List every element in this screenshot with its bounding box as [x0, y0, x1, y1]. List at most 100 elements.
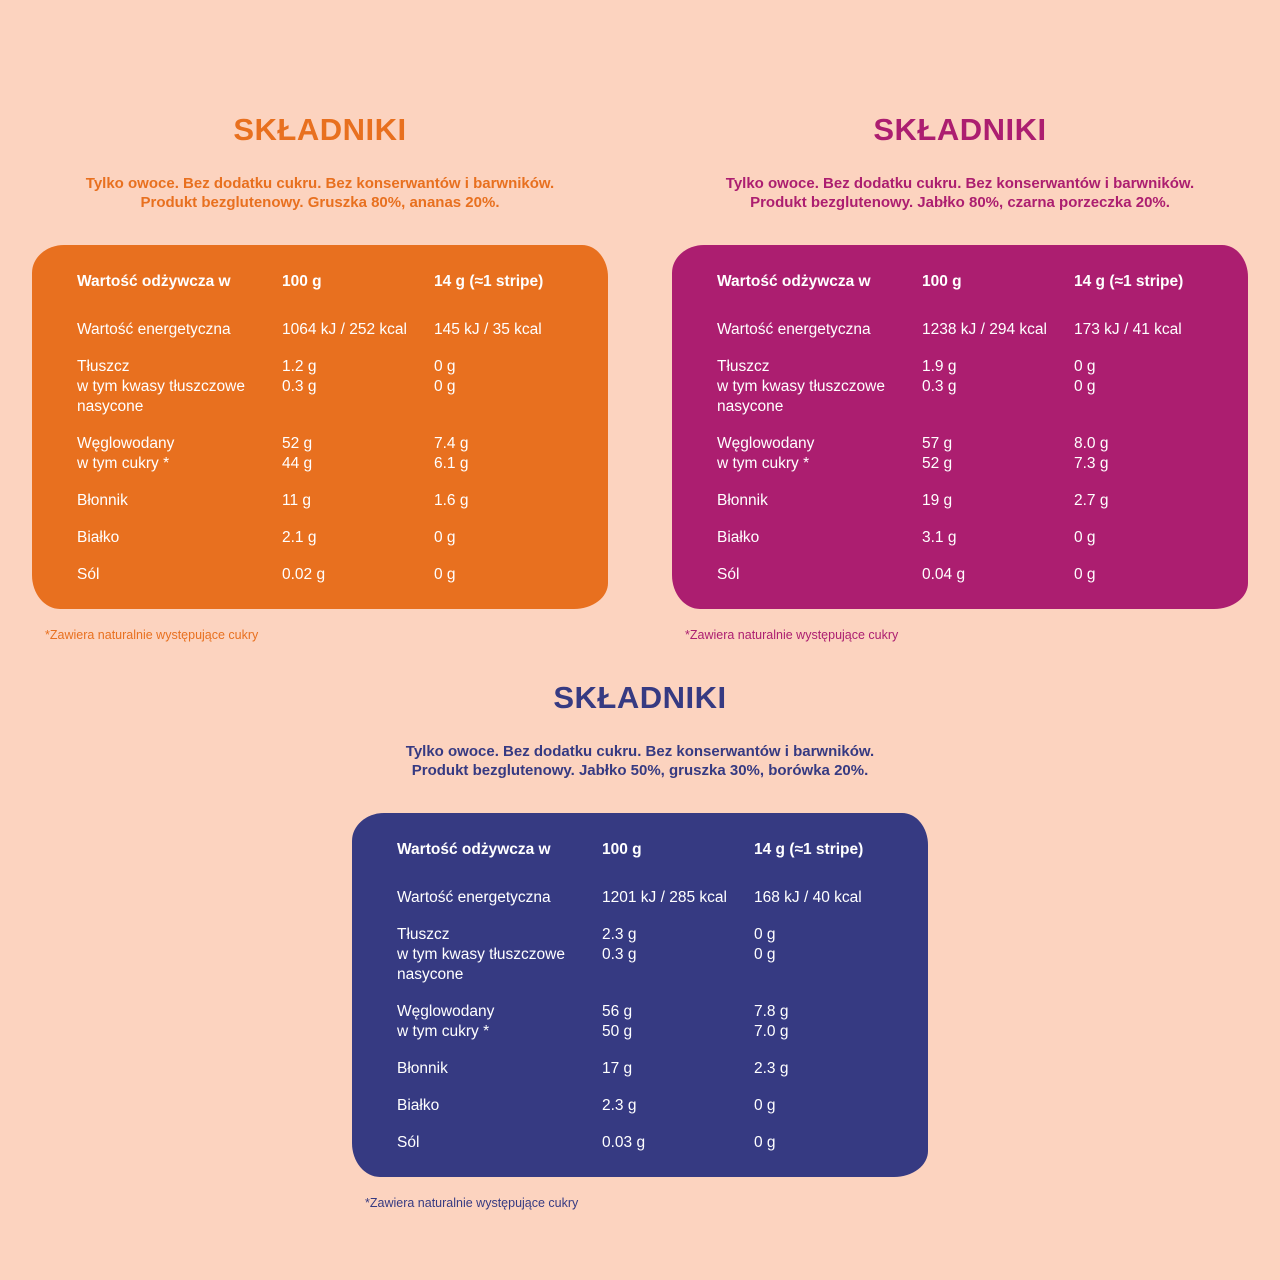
value-per-14g: 0 g — [1074, 529, 1096, 546]
table-line: Tłuszcz 2.3 g 0 g — [397, 925, 912, 945]
value-per-100g: 57 g — [922, 435, 953, 452]
table-line: Wartość energetyczna 1201 kJ / 285 kcal … — [397, 888, 912, 908]
value-per-100g: 52 g — [282, 435, 313, 452]
value-per-14g: 1.6 g — [434, 492, 469, 509]
header-col-100g: 100 g — [922, 273, 962, 290]
table-line: Węglowodany 52 g 7.4 g — [77, 434, 592, 454]
table-line: Białko 2.3 g 0 g — [397, 1096, 912, 1116]
table-row: Tłuszcz 1.2 g 0 g w tym kwasy tłuszczowe… — [77, 357, 592, 417]
table-row: Sól 0.02 g 0 g — [77, 565, 592, 585]
nutrient-label: Tłuszcz — [77, 358, 130, 375]
nutrient-label: Wartość energetyczna — [397, 889, 551, 906]
header-col-14g: 14 g (≈1 stripe) — [754, 841, 864, 858]
table-line: Błonnik 19 g 2.7 g — [717, 491, 1232, 511]
nutrient-label: w tym cukry * — [397, 1023, 490, 1040]
table-header-row: Wartość odżywcza w 100 g 14 g (≈1 stripe… — [397, 840, 912, 860]
value-per-100g: 56 g — [602, 1003, 633, 1020]
panel-title: SKŁADNIKI — [233, 112, 407, 147]
footnote: *Zawiera naturalnie występujące cukry — [32, 628, 608, 642]
nutrient-label: Sól — [397, 1134, 420, 1151]
value-per-14g: 0 g — [1074, 566, 1096, 583]
value-per-100g — [602, 965, 754, 985]
subtitle-line-1: Tylko owoce. Bez dodatku cukru. Bez kons… — [725, 175, 1195, 192]
value-per-14g: 0 g — [754, 926, 776, 943]
value-per-100g: 11 g — [282, 492, 312, 509]
nutrient-label: Białko — [77, 529, 120, 546]
header-nutrition-label: Wartość odżywcza w — [397, 841, 551, 858]
header-col-14g: 14 g (≈1 stripe) — [1074, 273, 1184, 290]
table-row: Węglowodany 57 g 8.0 g w tym cukry * 52 … — [717, 434, 1232, 474]
value-per-14g: 2.7 g — [1074, 492, 1109, 509]
table-line: w tym cukry * 50 g 7.0 g — [397, 1022, 912, 1042]
value-per-100g: 50 g — [602, 1023, 633, 1040]
value-per-100g: 1064 kJ / 252 kcal — [282, 321, 407, 338]
value-per-14g: 0 g — [434, 378, 456, 395]
table-line: w tym cukry * 52 g 7.3 g — [717, 454, 1232, 474]
value-per-14g: 6.1 g — [434, 455, 469, 472]
value-per-100g: 2.3 g — [602, 926, 637, 943]
nutrient-label: Białko — [397, 1097, 440, 1114]
nutrient-label: nasycone — [397, 966, 464, 983]
subtitle-line-1: Tylko owoce. Bez dodatku cukru. Bez kons… — [85, 175, 555, 192]
value-per-100g: 1.2 g — [282, 358, 317, 375]
panel-subtitle: Tylko owoce. Bez dodatku cukru. Bez kons… — [320, 742, 960, 780]
table-line: nasycone — [397, 965, 912, 985]
table-line: Błonnik 17 g 2.3 g — [397, 1059, 912, 1079]
value-per-14g: 173 kJ / 41 kcal — [1074, 321, 1182, 338]
value-per-14g: 0 g — [754, 1134, 776, 1151]
value-per-14g: 0 g — [754, 1097, 776, 1114]
nutrition-panel-jablko-czarna-porzeczka: SKŁADNIKI Tylko owoce. Bez dodatku cukru… — [640, 112, 1280, 642]
table-row: Błonnik 11 g 1.6 g — [77, 491, 592, 511]
nutrition-card: Wartość odżywcza w 100 g 14 g (≈1 stripe… — [352, 813, 928, 1177]
value-per-14g: 0 g — [754, 946, 776, 963]
table-header-row: Wartość odżywcza w 100 g 14 g (≈1 stripe… — [717, 272, 1232, 292]
value-per-14g: 0 g — [434, 529, 456, 546]
value-per-100g: 0.02 g — [282, 566, 326, 583]
table-row: Wartość energetyczna 1201 kJ / 285 kcal … — [397, 888, 912, 908]
nutrient-label: Sól — [77, 566, 100, 583]
value-per-14g: 168 kJ / 40 kcal — [754, 889, 862, 906]
value-per-100g: 0.04 g — [922, 566, 966, 583]
nutrient-label: Błonnik — [77, 492, 128, 509]
nutrient-label: Błonnik — [397, 1060, 448, 1077]
nutrition-panel-gruszka-ananas: SKŁADNIKI Tylko owoce. Bez dodatku cukru… — [0, 112, 640, 642]
nutrient-label: Tłuszcz — [717, 358, 770, 375]
header-nutrition-label: Wartość odżywcza w — [77, 273, 231, 290]
panel-subtitle: Tylko owoce. Bez dodatku cukru. Bez kons… — [0, 174, 640, 212]
value-per-100g: 0.3 g — [602, 946, 637, 963]
subtitle-line-2: Produkt bezglutenowy. Jabłko 80%, czarna… — [750, 194, 1170, 211]
value-per-100g: 1238 kJ / 294 kcal — [922, 321, 1047, 338]
nutrient-label: Wartość energetyczna — [717, 321, 871, 338]
value-per-14g — [1074, 397, 1232, 417]
nutrient-label: w tym kwasy tłuszczowe — [717, 378, 885, 395]
table-line: nasycone — [77, 397, 592, 417]
value-per-14g — [434, 397, 592, 417]
value-per-14g: 0 g — [434, 566, 456, 583]
nutrient-label: Węglowodany — [397, 1003, 495, 1020]
table-header-row: Wartość odżywcza w 100 g 14 g (≈1 stripe… — [77, 272, 592, 292]
footnote-text: *Zawiera naturalnie występujące cukry — [685, 628, 899, 642]
value-per-100g: 0.03 g — [602, 1134, 646, 1151]
nutrient-label: Sól — [717, 566, 740, 583]
header-nutrition-label: Wartość odżywcza w — [717, 273, 871, 290]
value-per-100g: 3.1 g — [922, 529, 957, 546]
value-per-14g: 7.4 g — [434, 435, 469, 452]
table-line: Sól 0.04 g 0 g — [717, 565, 1232, 585]
table-row: Białko 2.3 g 0 g — [397, 1096, 912, 1116]
value-per-100g: 44 g — [282, 455, 313, 472]
table-row: Białko 2.1 g 0 g — [77, 528, 592, 548]
table-row: Wartość energetyczna 1238 kJ / 294 kcal … — [717, 320, 1232, 340]
nutrient-label: w tym cukry * — [77, 455, 170, 472]
table-row: Węglowodany 52 g 7.4 g w tym cukry * 44 … — [77, 434, 592, 474]
value-per-14g: 2.3 g — [754, 1060, 789, 1077]
nutrient-label: nasycone — [77, 398, 144, 415]
table-row: Tłuszcz 2.3 g 0 g w tym kwasy tłuszczowe… — [397, 925, 912, 985]
table-row: Błonnik 19 g 2.7 g — [717, 491, 1232, 511]
nutrient-label: Tłuszcz — [397, 926, 450, 943]
table-row: Tłuszcz 1.9 g 0 g w tym kwasy tłuszczowe… — [717, 357, 1232, 417]
subtitle-line-2: Produkt bezglutenowy. Jabłko 50%, gruszk… — [411, 762, 869, 779]
table-row: Białko 3.1 g 0 g — [717, 528, 1232, 548]
footnote: *Zawiera naturalnie występujące cukry — [352, 1196, 928, 1210]
header-col-14g: 14 g (≈1 stripe) — [434, 273, 544, 290]
table-line: w tym kwasy tłuszczowe 0.3 g 0 g — [717, 377, 1232, 397]
